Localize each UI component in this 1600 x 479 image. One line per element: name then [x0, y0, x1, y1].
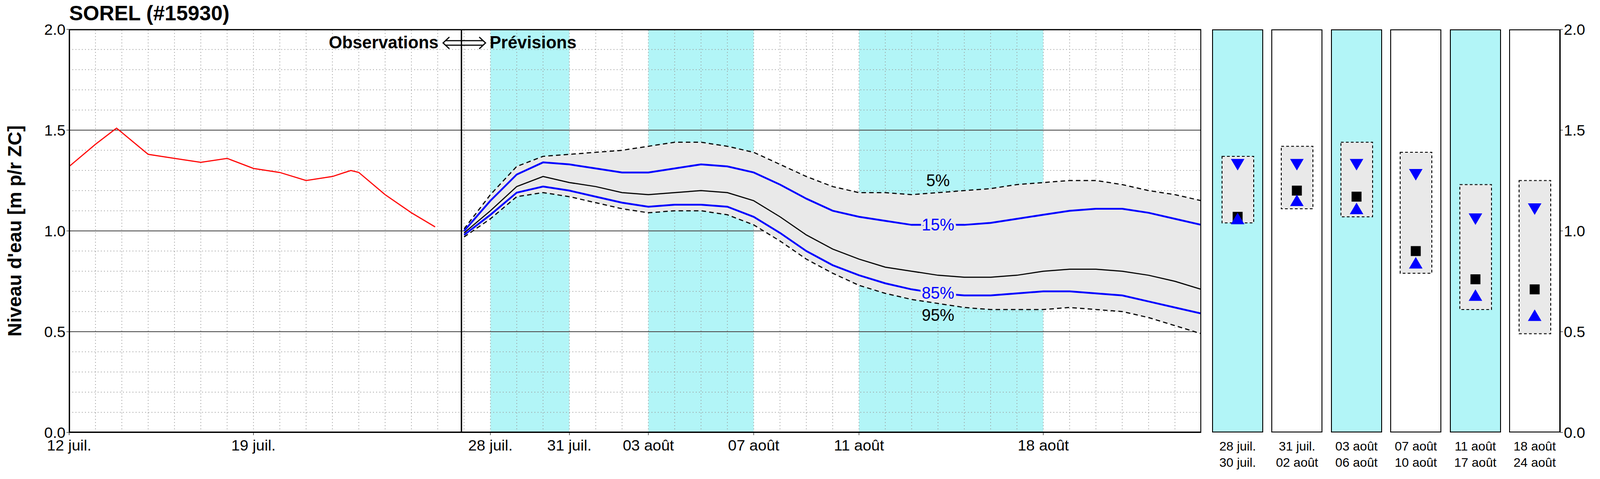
svg-text:2.0: 2.0: [44, 20, 66, 38]
svg-text:19 juil.: 19 juil.: [231, 436, 276, 454]
svg-text:95%: 95%: [921, 306, 955, 325]
html-text:11 août: 11 août: [1454, 439, 1496, 454]
html-text:24 août: 24 août: [1513, 455, 1556, 470]
svg-text:1.0: 1.0: [44, 222, 66, 240]
svg-text:0.0: 0.0: [44, 424, 66, 442]
svg-text:5%: 5%: [926, 171, 950, 190]
svg-text:03 août: 03 août: [622, 436, 675, 454]
svg-text:1.5: 1.5: [1563, 121, 1586, 139]
svg-text:0.5: 0.5: [1563, 323, 1586, 341]
html-text:06 août: 06 août: [1335, 455, 1378, 470]
svg-text:15%: 15%: [921, 215, 955, 235]
html-text:07 août: 07 août: [1394, 439, 1437, 454]
html-text:18 août: 18 août: [1513, 439, 1556, 454]
svg-text:1.5: 1.5: [44, 121, 66, 139]
svg-text:28 juil.: 28 juil.: [468, 436, 513, 454]
svg-text:85%: 85%: [921, 283, 955, 303]
svg-text:1.0: 1.0: [1563, 222, 1586, 240]
svg-text:11 août: 11 août: [834, 436, 885, 454]
html-text:03 août: 03 août: [1335, 439, 1378, 454]
html-text:30 juil.: 30 juil.: [1219, 455, 1256, 470]
svg-text:07 août: 07 août: [727, 436, 780, 454]
html-text:02 août: 02 août: [1275, 455, 1319, 470]
html-text:28 juil.: 28 juil.: [1219, 439, 1256, 454]
svg-text:31 juil.: 31 juil.: [547, 436, 592, 454]
html-text:31 juil.: 31 juil.: [1278, 439, 1316, 454]
html-text:10 août: 10 août: [1394, 455, 1437, 470]
svg-text:2.0: 2.0: [1563, 20, 1586, 38]
html-text:SOREL (#15930): SOREL (#15930): [69, 1, 230, 25]
html-text:Observations: Observations: [328, 33, 439, 52]
html-text:17 août: 17 août: [1454, 455, 1497, 470]
svg-text:18 août: 18 août: [1017, 436, 1070, 454]
svg-text:12 juil.: 12 juil.: [46, 436, 92, 454]
svg-text:Niveau d'eau [m p/r ZC]: Niveau d'eau [m p/r ZC]: [4, 125, 26, 337]
svg-text:0.0: 0.0: [1563, 424, 1586, 442]
svg-text:0.5: 0.5: [44, 323, 66, 341]
html-text:Prévisions: Prévisions: [489, 33, 577, 52]
